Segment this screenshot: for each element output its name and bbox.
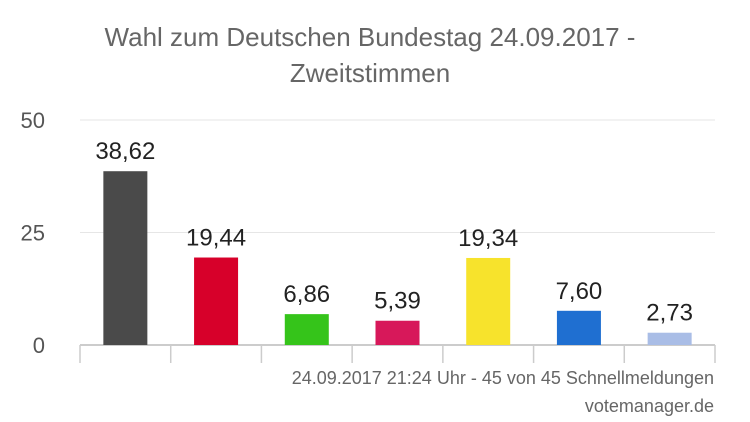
bar-5: [556, 310, 601, 345]
y-axis-ticks: 0 25 50: [21, 108, 716, 363]
bar-value-label-2: 6,86: [283, 281, 330, 308]
chart-title-line-2: Zweitstimmen: [289, 58, 451, 88]
data-labels: 38,62 19,44 6,86 5,39 19,34 7,60 2,73: [95, 138, 693, 327]
bar-6: [647, 332, 692, 345]
y-tick-label-2: 50: [21, 108, 45, 133]
footer-source: votemanager.de: [584, 396, 714, 416]
bar-value-label-1: 19,44: [186, 225, 246, 252]
bar-0: [103, 171, 148, 345]
bar-value-label-3: 5,39: [374, 288, 421, 315]
bar-2: [284, 314, 329, 345]
bars: [103, 171, 692, 345]
chart-title-line-1: Wahl zum Deutschen Bundestag 24.09.2017 …: [104, 22, 636, 52]
bar-4: [466, 257, 511, 345]
bar-value-label-4: 19,34: [458, 225, 518, 252]
bar-1: [194, 257, 239, 345]
bar-3: [375, 320, 420, 345]
footer-timestamp: 24.09.2017 21:24 Uhr - 45 von 45 Schnell…: [291, 368, 714, 388]
bar-value-label-0: 38,62: [95, 138, 155, 165]
bar-value-label-5: 7,60: [556, 278, 603, 305]
y-tick-label-0: 0: [33, 333, 45, 358]
bar-value-label-6: 2,73: [646, 300, 693, 327]
y-tick-label-1: 25: [21, 221, 45, 246]
